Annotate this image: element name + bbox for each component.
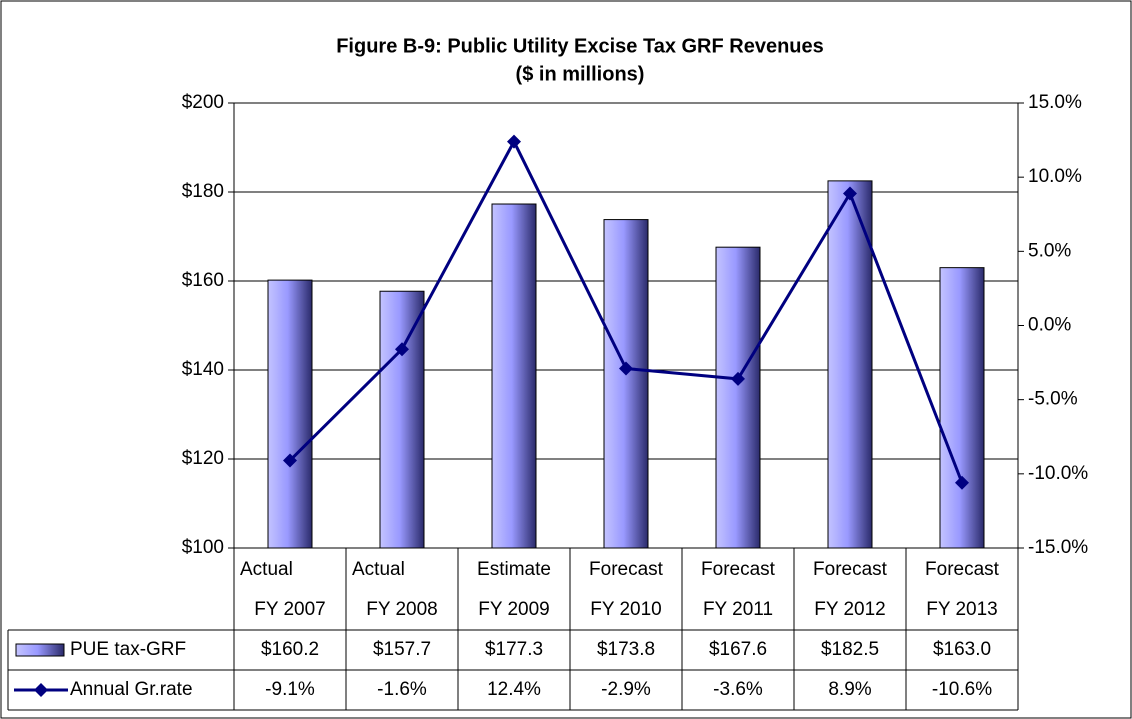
legend-key — [34, 683, 48, 697]
x-tick-label: FY 2013 — [926, 599, 997, 620]
chart-subtitle: ($ in millions) — [516, 63, 645, 85]
bar — [939, 267, 985, 549]
x-tick-label: FY 2008 — [366, 599, 437, 620]
x-tick-label: FY 2007 — [254, 599, 325, 620]
table-value: $173.8 — [597, 639, 655, 660]
table-value: $167.6 — [709, 639, 767, 660]
marker — [395, 342, 409, 357]
y2-tick-label: -15.0% — [1028, 537, 1088, 558]
table-value: -10.6% — [932, 679, 992, 700]
table-value: -3.6% — [713, 679, 763, 700]
bar — [715, 246, 761, 549]
marker — [619, 361, 633, 376]
legend-key — [15, 643, 65, 657]
x-tick-label: Actual — [352, 559, 405, 580]
bar — [491, 203, 537, 549]
y-tick-label: $200 — [182, 92, 224, 113]
y2-tick-label: 10.0% — [1028, 166, 1082, 187]
table-value: $182.5 — [821, 639, 879, 660]
y-tick-label: $180 — [182, 181, 224, 202]
table-value: $157.7 — [373, 639, 431, 660]
table-value: $177.3 — [485, 639, 543, 660]
x-tick-label: FY 2010 — [590, 599, 661, 620]
table-value: $163.0 — [933, 639, 991, 660]
legend-label: PUE tax-GRF — [70, 639, 186, 660]
table-value: -1.6% — [377, 679, 427, 700]
y-tick-label: $100 — [182, 537, 224, 558]
y-tick-label: $120 — [182, 448, 224, 469]
x-tick-label: Actual — [240, 559, 293, 580]
marker — [955, 475, 969, 490]
x-tick-label: Forecast — [925, 559, 1000, 580]
y-tick-label: $140 — [182, 359, 224, 380]
legend-label: Annual Gr.rate — [70, 679, 193, 700]
chart-title: Figure B-9: Public Utility Excise Tax GR… — [336, 35, 824, 57]
y2-tick-label: 5.0% — [1028, 240, 1071, 261]
x-tick-label: Forecast — [813, 559, 888, 580]
x-tick-label: FY 2012 — [814, 599, 885, 620]
table-value: -2.9% — [601, 679, 651, 700]
y-tick-label: $160 — [182, 270, 224, 291]
y2-tick-label: -10.0% — [1028, 463, 1088, 484]
table-value: -9.1% — [265, 679, 315, 700]
marker — [731, 371, 745, 386]
bar — [603, 219, 649, 549]
bar — [379, 290, 425, 549]
plot-frame — [233, 102, 1019, 549]
y2-tick-label: 0.0% — [1028, 315, 1071, 336]
bar — [267, 279, 313, 549]
bar — [827, 180, 873, 549]
x-tick-label: Estimate — [477, 559, 551, 580]
marker — [283, 453, 297, 468]
x-tick-label: Forecast — [701, 559, 776, 580]
table-value: $160.2 — [261, 639, 319, 660]
marker — [843, 186, 857, 201]
x-tick-label: FY 2011 — [703, 599, 773, 620]
table-value: 8.9% — [828, 679, 871, 700]
y2-tick-label: 15.0% — [1028, 92, 1082, 113]
x-tick-label: FY 2009 — [478, 599, 549, 620]
table-value: 12.4% — [487, 679, 541, 700]
marker — [507, 134, 521, 149]
x-tick-label: Forecast — [589, 559, 664, 580]
y2-tick-label: -5.0% — [1028, 389, 1078, 410]
